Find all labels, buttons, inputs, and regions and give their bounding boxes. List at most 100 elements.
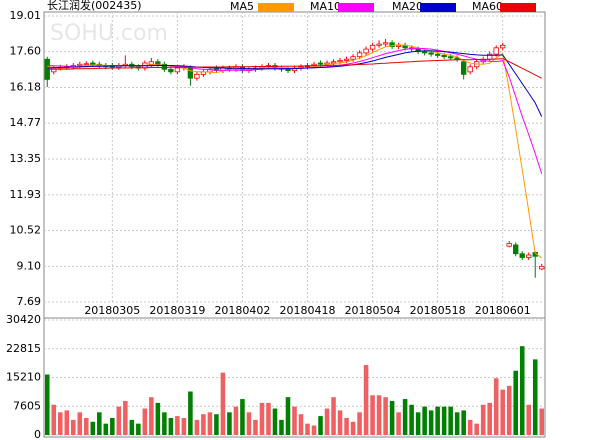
x-tick-label: 20180504 [345,304,401,317]
candle-body [467,66,473,73]
y-tick-label: 9.10 [17,259,42,272]
volume-bar [428,410,434,435]
volume-bar [77,412,83,435]
candle-body [285,68,291,71]
volume-bar [201,414,206,435]
volume-bar [415,412,421,435]
volume-bar [350,421,356,435]
volume-bar [331,397,336,435]
x-tick-label: 20180418 [280,304,336,317]
volume-tick-label: 0 [34,428,41,440]
x-tick-label: 20180402 [214,304,270,317]
volume-bar [292,406,297,435]
ma-line [47,44,542,259]
volume-bar [409,404,414,435]
volume-bar [129,419,135,435]
volume-bar [181,417,187,435]
volume-bar [175,416,180,435]
candle-body [356,52,363,58]
legend-swatch [420,3,456,12]
candle-body [51,67,57,73]
volume-bar [480,404,486,435]
candle-body [447,56,454,59]
volume-bar [318,416,323,435]
candle-body [500,44,506,49]
volume-bar [142,408,148,435]
candle-body [389,42,395,47]
volume-bar [110,417,115,435]
volume-bar [233,406,239,435]
volume-bar [227,412,232,435]
volume-bar [272,408,278,435]
y-tick-label: 17.60 [10,45,42,58]
y-tick-label: 14.77 [10,116,42,129]
y-tick-label: 19.01 [10,9,42,22]
legend-swatch [258,3,294,12]
volume-bar [285,397,291,435]
volume-bar [513,370,518,435]
volume-bar [500,389,505,435]
volume-bar [57,412,63,435]
chart-title: 长江润发(002435) [47,0,142,12]
candle-body [539,265,545,270]
volume-bar [155,402,161,435]
volume-bar [526,404,532,435]
candle-body [493,47,499,55]
legend-label: MA5 [230,0,254,13]
candle-body [194,73,200,79]
legend-label: MA20 [392,0,423,13]
volume-tick-label: 15210 [6,371,41,384]
volume-bar [162,412,167,435]
volume-bar [246,412,252,435]
volume-bar [461,410,466,435]
legend-label: MA10 [310,0,341,13]
volume-bar [363,365,369,435]
volume-bar [51,404,57,435]
candle-body [161,63,168,70]
candle-body [83,63,89,66]
legend-label: MA60 [472,0,503,13]
volume-bar [253,419,258,435]
volume-bar [194,419,200,435]
x-tick-label: 20180601 [475,304,531,317]
volume-bar [266,402,271,435]
candle-body [434,53,441,56]
volume-bar [383,397,388,435]
volume-bar [116,406,122,435]
ma-line [47,58,542,79]
volume-bar [324,408,330,435]
volume-bar [376,395,382,435]
volume-bar [259,402,265,435]
candle-body [526,254,532,258]
volume-bar [493,378,499,435]
volume-bar [402,399,408,435]
candle-body [513,244,519,255]
y-tick-label: 13.35 [10,152,42,165]
candle-body [363,48,369,54]
volume-bar [168,417,174,435]
volume-bar [344,417,349,435]
volume-bar [396,412,401,435]
volume-bar [298,414,304,435]
candle-body [148,61,155,65]
volume-bar [467,419,473,435]
volume-bar [506,385,512,435]
volume-bar [454,412,460,435]
volume-bar [311,425,317,435]
candle-body [155,61,161,65]
volume-bar [136,423,141,435]
x-tick-label: 20180518 [410,304,466,317]
volume-tick-label: 22815 [6,342,41,355]
volume-bar [519,346,525,435]
volume-bar [539,408,545,435]
volume-bar [44,374,50,435]
candle-body [441,55,447,58]
candle-body [395,44,402,47]
volume-bar [220,372,226,435]
ma-line [47,50,543,117]
volume-bar [474,423,479,435]
volume-bar [207,412,213,435]
volume-bar [214,414,219,435]
candle-body [77,63,83,66]
candle-body [187,67,194,79]
